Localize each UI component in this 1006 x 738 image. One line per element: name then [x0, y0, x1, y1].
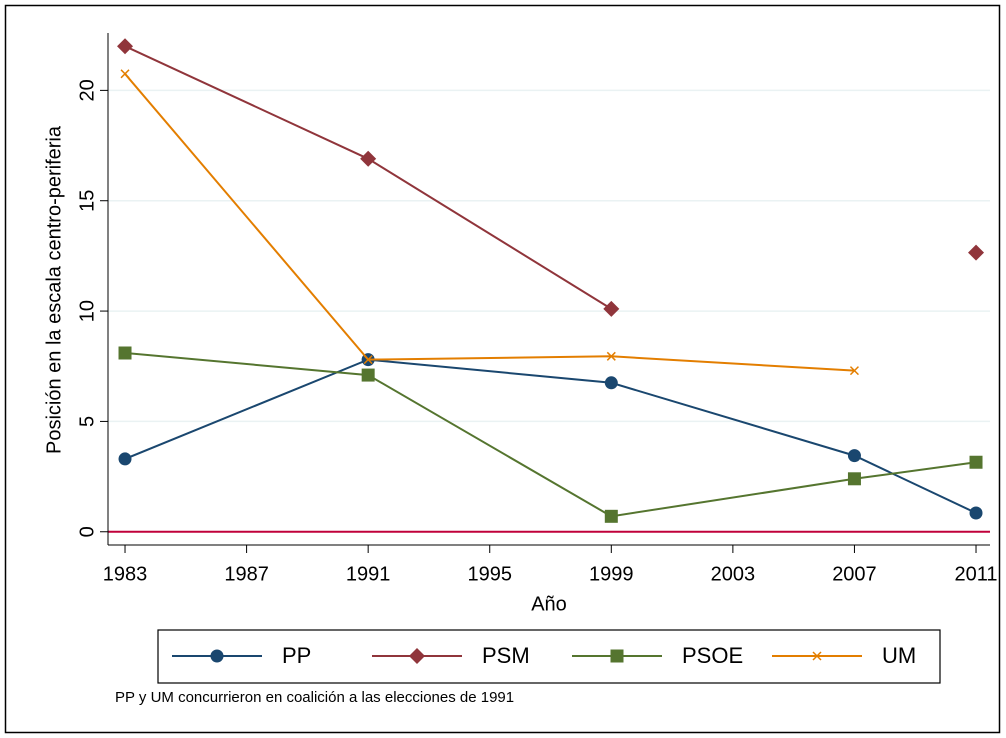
marker — [969, 506, 983, 520]
marker — [360, 150, 377, 167]
legend-label: PP — [282, 643, 311, 668]
x-tick-label: 2007 — [832, 563, 877, 585]
legend-marker — [610, 649, 624, 663]
marker — [847, 449, 861, 463]
series-line — [124, 73, 855, 372]
legend-label: PSOE — [682, 643, 743, 668]
x-tick-label: 1983 — [103, 563, 148, 585]
marker — [603, 300, 620, 317]
marker — [847, 472, 861, 486]
x-tick-label: 2011 — [955, 563, 998, 585]
x-tick-label: 2003 — [711, 563, 756, 585]
x-tick-label: 1999 — [589, 563, 634, 585]
marker — [118, 346, 132, 360]
marker — [968, 244, 985, 261]
marker — [604, 509, 618, 523]
y-tick-label: 10 — [76, 300, 98, 322]
marker — [120, 69, 130, 79]
y-tick-label: 0 — [76, 526, 98, 537]
x-axis-title: Año — [531, 593, 567, 615]
note: PP y UM concurrieron en coalición a las … — [115, 689, 514, 706]
frame — [4, 4, 1001, 734]
marker — [118, 452, 132, 466]
y-tick-label: 15 — [76, 190, 98, 212]
marker — [969, 455, 983, 469]
x-tick-label: 1987 — [224, 563, 269, 585]
marker — [361, 368, 375, 382]
y-axis-title: Posición en la escala centro-periferia — [43, 125, 65, 454]
x-tick-label: 1995 — [467, 563, 512, 585]
legend-label: UM — [882, 643, 916, 668]
y-tick-label: 5 — [76, 416, 98, 427]
marker — [606, 351, 616, 361]
marker — [117, 38, 134, 55]
legend-marker — [409, 648, 425, 664]
marker — [604, 376, 618, 390]
x-tick-label: 1991 — [346, 563, 391, 585]
marker — [849, 366, 859, 376]
legend-marker — [812, 651, 822, 661]
y-tick-label: 20 — [76, 79, 98, 101]
marker — [363, 355, 373, 365]
legend-marker — [210, 649, 224, 663]
legend-label: PSM — [482, 643, 530, 668]
